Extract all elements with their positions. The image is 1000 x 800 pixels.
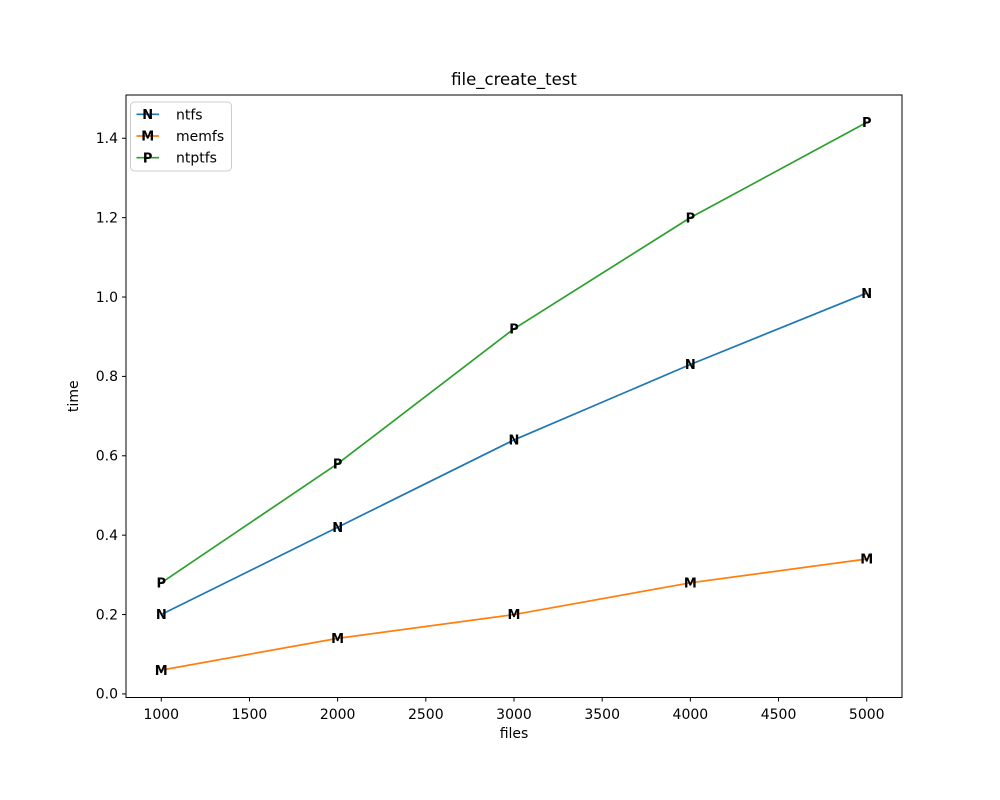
x-tick-label: 3500: [584, 707, 620, 723]
x-tick-label: 4000: [673, 707, 709, 723]
marker-ntfs-3000: N: [509, 434, 520, 449]
marker-ntfs-1000: N: [156, 608, 167, 623]
x-tick-label: 2500: [408, 707, 444, 723]
marker-ntptfs-2000: P: [333, 457, 343, 472]
legend-box: [130, 101, 232, 172]
x-axis-label: files: [500, 726, 529, 742]
marker-memfs-1000: M: [155, 664, 168, 679]
marker-memfs-4000: M: [684, 576, 697, 591]
x-tick-label: 4500: [761, 707, 797, 723]
y-tick-label: 0.6: [96, 449, 118, 465]
marker-ntfs-2000: N: [332, 521, 343, 536]
marker-memfs-3000: M: [508, 608, 521, 623]
legend-marker-ntptfs: P: [143, 151, 153, 166]
y-tick-label: 0.8: [96, 369, 118, 385]
x-tick-label: 5000: [849, 707, 885, 723]
marker-memfs-5000: M: [860, 553, 873, 568]
marker-ntptfs-1000: P: [157, 576, 167, 591]
legend-marker-memfs: M: [141, 130, 154, 145]
legend-label-ntptfs: ntptfs: [176, 151, 217, 167]
y-tick-label: 1.4: [96, 131, 118, 147]
y-tick-label: 0.2: [96, 607, 118, 623]
marker-ntptfs-3000: P: [509, 322, 519, 337]
marker-ntfs-5000: N: [861, 287, 872, 302]
y-tick-label: 1.2: [96, 210, 118, 226]
marker-ntptfs-5000: P: [862, 116, 872, 131]
y-tick-label: 1.0: [96, 290, 118, 306]
x-axis: 1000 1500 2000 2500 3000 3500 4000 4500 5000: [143, 697, 885, 723]
legend-label-ntfs: ntfs: [176, 107, 203, 123]
legend-label-memfs: memfs: [176, 129, 224, 145]
y-axis-label: time: [66, 380, 82, 412]
series-memfs: M M M M M: [155, 553, 873, 679]
plot-series: N N N N N M M M M M P P P P P: [155, 116, 873, 679]
x-tick-label: 2000: [320, 707, 356, 723]
y-tick-label: 0.0: [96, 687, 118, 703]
series-line-ntptfs: [160, 121, 868, 584]
chart-title: file_create_test: [451, 70, 577, 90]
y-axis: 0.0 0.2 0.4 0.6 0.8 1.0 1.2 1.4: [96, 131, 126, 703]
x-tick-label: 1500: [232, 707, 268, 723]
series-line-memfs: [160, 558, 868, 671]
marker-ntfs-4000: N: [685, 358, 696, 373]
marker-memfs-2000: M: [331, 632, 344, 647]
series-ntptfs: P P P P P: [157, 116, 872, 591]
x-tick-label: 1000: [143, 707, 179, 723]
marker-ntptfs-4000: P: [686, 211, 696, 226]
series-ntfs: N N N N N: [156, 287, 872, 623]
series-line-ntfs: [160, 292, 868, 616]
legend-marker-ntfs: N: [142, 108, 153, 123]
y-tick-label: 0.4: [96, 528, 118, 544]
plot-border: [125, 94, 903, 698]
x-tick-label: 3000: [496, 707, 532, 723]
